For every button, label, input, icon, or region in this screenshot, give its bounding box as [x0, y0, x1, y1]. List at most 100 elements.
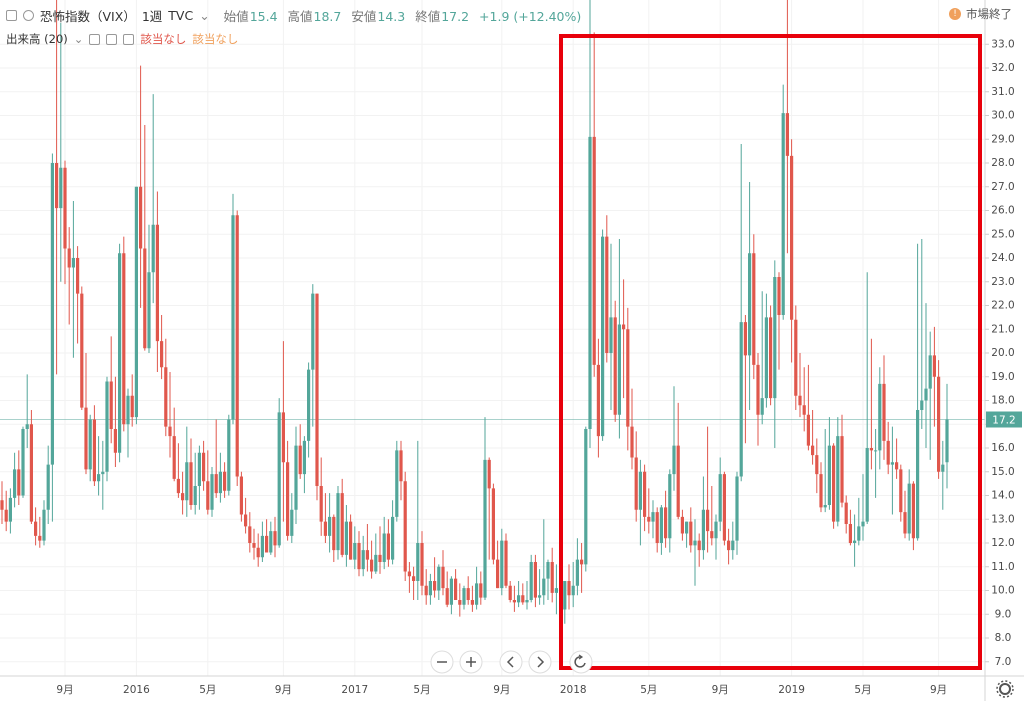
- candle-body: [874, 450, 878, 452]
- scroll-left-button[interactable]: [499, 650, 523, 674]
- settings-button[interactable]: [996, 680, 1014, 698]
- candle-body: [365, 550, 369, 560]
- symbol-name[interactable]: 恐怖指数（VIX）: [40, 9, 136, 24]
- candle-body: [945, 419, 949, 463]
- candle-body: [920, 400, 924, 410]
- candle-body: [59, 167, 63, 209]
- candle-body: [92, 419, 96, 482]
- candle-body: [290, 509, 294, 536]
- candle-body: [210, 474, 214, 510]
- dropdown-arrow[interactable]: ⌄: [73, 32, 84, 46]
- candle-body: [735, 476, 739, 541]
- interval[interactable]: 1週: [141, 9, 163, 24]
- candle-body: [832, 445, 836, 522]
- candle-body: [491, 488, 495, 560]
- candle-body: [924, 388, 928, 401]
- candle-body: [349, 521, 353, 560]
- candle-body: [307, 369, 311, 441]
- candle-body: [651, 512, 655, 522]
- candle-body: [130, 395, 134, 418]
- candle-body: [340, 493, 344, 555]
- candle-body: [592, 136, 596, 365]
- zoom-in-button[interactable]: [459, 650, 483, 674]
- candle-body: [739, 322, 743, 477]
- reset-button[interactable]: [569, 650, 593, 674]
- candle-body: [168, 426, 172, 437]
- candle-body: [38, 535, 42, 541]
- candle-body: [8, 497, 12, 522]
- x-tick-label: 9月: [712, 684, 729, 696]
- status-text: 市場終了: [966, 7, 1012, 21]
- candle-body: [84, 407, 88, 470]
- y-tick-label: 18.0: [991, 395, 1014, 407]
- candle-body: [714, 521, 718, 539]
- candle-body: [164, 367, 168, 427]
- candle-body: [311, 293, 315, 370]
- remove-icon[interactable]: [123, 33, 135, 45]
- candle-body: [525, 600, 529, 603]
- candle-body: [811, 445, 815, 456]
- y-tick-label: 9.0: [995, 608, 1012, 620]
- candle-body: [50, 163, 54, 465]
- y-tick-label: 29.0: [991, 133, 1014, 145]
- candle-body: [916, 410, 920, 539]
- candle-body: [319, 486, 323, 522]
- candle-body: [344, 521, 348, 555]
- candle-body: [248, 526, 252, 543]
- x-tick-label: 5月: [854, 684, 871, 696]
- candle-body: [265, 535, 269, 553]
- nav-buttons: [430, 650, 593, 674]
- candle-body: [903, 512, 907, 534]
- candle-body: [710, 531, 714, 539]
- candle-body: [647, 516, 651, 522]
- candle-body: [890, 462, 894, 465]
- candle-body: [760, 398, 764, 415]
- candle-body: [575, 559, 579, 586]
- settings-icon[interactable]: [106, 33, 118, 45]
- candle-body: [533, 562, 537, 598]
- y-tick-label: 33.0: [991, 38, 1014, 50]
- y-tick-label: 27.0: [991, 181, 1014, 193]
- candle-body: [475, 583, 479, 605]
- x-tick-label: 5月: [640, 684, 657, 696]
- candle-body: [76, 258, 80, 294]
- y-tick-label: 28.0: [991, 157, 1014, 169]
- candle-body: [277, 412, 281, 546]
- candle-body: [323, 521, 327, 536]
- candle-body: [907, 483, 911, 534]
- candle-body: [685, 521, 689, 534]
- candle-body: [202, 452, 206, 482]
- zoom-out-button[interactable]: [430, 650, 454, 674]
- candle-body: [155, 224, 159, 342]
- candle-body: [664, 507, 668, 539]
- candle-body: [449, 578, 453, 605]
- source[interactable]: TVC: [168, 8, 194, 23]
- candle-body: [861, 521, 865, 527]
- x-tick-label: 5月: [199, 684, 216, 696]
- candle-body: [609, 317, 613, 353]
- volume-label[interactable]: 出来高 (20): [6, 32, 68, 46]
- candle-body: [227, 419, 231, 491]
- scroll-right-button[interactable]: [528, 650, 552, 674]
- candle-body: [122, 253, 126, 425]
- candle-body: [433, 581, 437, 591]
- candle-body: [613, 317, 617, 415]
- dropdown-arrow[interactable]: ⌄: [199, 8, 210, 23]
- candle-body: [622, 324, 626, 330]
- candle-body: [571, 585, 575, 596]
- candle-body: [790, 155, 794, 320]
- candle-body: [399, 450, 403, 482]
- axes: 7.0 8.0 9.0 10.0 11.0 12.0 13.0 14.0 15.0 16.0 17.…: [56, 38, 1022, 696]
- candle-body: [697, 540, 701, 551]
- candle-body: [185, 462, 189, 501]
- visibility-icon[interactable]: [89, 33, 101, 45]
- candle-body: [550, 562, 554, 593]
- candle-body: [563, 581, 567, 610]
- candle-body: [466, 588, 470, 600]
- volume-header: 出来高 (20) ⌄ 該当なし 該当なし: [6, 31, 238, 47]
- y-tick-label: 25.0: [991, 228, 1014, 240]
- collapse-icon[interactable]: [6, 10, 17, 21]
- candle-body: [895, 462, 899, 470]
- candle-body: [218, 471, 222, 494]
- candle-body: [706, 509, 710, 532]
